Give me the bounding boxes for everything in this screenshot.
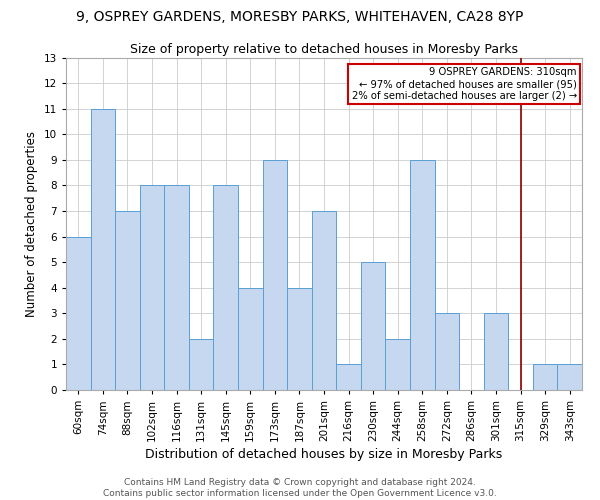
Bar [189, 339, 214, 390]
Bar [312, 211, 336, 390]
Bar [164, 186, 189, 390]
Bar [336, 364, 361, 390]
Bar [263, 160, 287, 390]
Bar [115, 211, 140, 390]
Bar [66, 236, 91, 390]
Text: 9 OSPREY GARDENS: 310sqm
← 97% of detached houses are smaller (95)
2% of semi-de: 9 OSPREY GARDENS: 310sqm ← 97% of detach… [352, 68, 577, 100]
Bar [361, 262, 385, 390]
Bar [214, 186, 238, 390]
Text: 9, OSPREY GARDENS, MORESBY PARKS, WHITEHAVEN, CA28 8YP: 9, OSPREY GARDENS, MORESBY PARKS, WHITEH… [76, 10, 524, 24]
Bar [557, 364, 582, 390]
Bar [91, 108, 115, 390]
Bar [484, 314, 508, 390]
Bar [238, 288, 263, 390]
Bar [533, 364, 557, 390]
Bar [287, 288, 312, 390]
X-axis label: Distribution of detached houses by size in Moresby Parks: Distribution of detached houses by size … [145, 448, 503, 461]
Bar [434, 314, 459, 390]
Bar [140, 186, 164, 390]
Title: Size of property relative to detached houses in Moresby Parks: Size of property relative to detached ho… [130, 44, 518, 57]
Bar [410, 160, 434, 390]
Y-axis label: Number of detached properties: Number of detached properties [25, 130, 38, 317]
Text: Contains HM Land Registry data © Crown copyright and database right 2024.
Contai: Contains HM Land Registry data © Crown c… [103, 478, 497, 498]
Bar [385, 339, 410, 390]
